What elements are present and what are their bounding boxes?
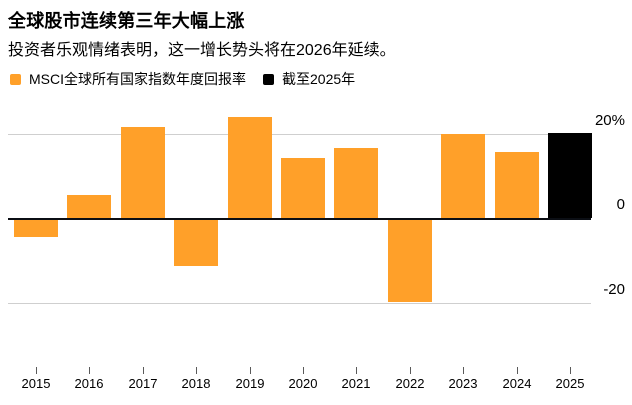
x-axis-tick — [89, 367, 90, 374]
bar-2019 — [228, 117, 272, 219]
x-axis-tick — [410, 367, 411, 374]
chart-legend: MSCI全球所有国家指数年度回报率 截至2025年 — [10, 69, 372, 89]
x-axis-tick — [463, 367, 464, 374]
bar-2016 — [67, 194, 111, 219]
bar-2025 — [548, 132, 592, 219]
x-axis-label-2018: 2018 — [181, 376, 211, 391]
legend-label: 截至2025年 — [282, 71, 356, 87]
x-axis-label-2017: 2017 — [128, 376, 158, 391]
bar-2022 — [388, 218, 432, 303]
x-axis-label-2015: 2015 — [21, 376, 51, 391]
gridline — [8, 303, 591, 304]
legend-item: MSCI全球所有国家指数年度回报率 — [10, 69, 246, 89]
chart-subtitle: 投资者乐观情绪表明，这一增长势头将在2026年延续。 — [8, 42, 396, 59]
bar-2018 — [174, 218, 218, 266]
legend-swatch-series — [10, 73, 21, 85]
y-axis-label: -20 — [603, 281, 625, 298]
x-axis-label-2019: 2019 — [235, 376, 265, 391]
x-axis-label-2024: 2024 — [502, 376, 532, 391]
chart-title: 全球股市连续第三年大幅上涨 — [8, 11, 245, 31]
bar-2024 — [495, 152, 539, 219]
x-axis-tick — [36, 367, 37, 374]
legend-item: 截至2025年 — [263, 69, 355, 89]
x-axis-tick — [356, 367, 357, 374]
zero-axis-line — [8, 217, 591, 220]
x-axis-label-2022: 2022 — [395, 376, 425, 391]
legend-label: MSCI全球所有国家指数年度回报率 — [29, 71, 246, 87]
y-axis-label: 20% — [594, 112, 625, 129]
legend-swatch-highlight — [263, 73, 274, 85]
x-axis-label-2020: 2020 — [288, 376, 318, 391]
bar-2023 — [441, 133, 485, 219]
x-axis-tick — [303, 367, 304, 374]
x-axis-label-2025: 2025 — [555, 376, 585, 391]
bar-2021 — [334, 147, 378, 219]
x-axis-tick — [570, 367, 571, 374]
bar-2015 — [14, 218, 58, 237]
x-axis-tick — [517, 367, 518, 374]
gridline — [8, 134, 591, 135]
y-axis-label: 0 — [616, 196, 625, 213]
bar-2020 — [281, 158, 325, 219]
x-axis-tick — [250, 367, 251, 374]
bar-2017 — [121, 127, 165, 219]
x-axis-tick — [143, 367, 144, 374]
x-axis-tick — [196, 367, 197, 374]
x-axis-label-2021: 2021 — [341, 376, 371, 391]
x-axis-label-2016: 2016 — [74, 376, 104, 391]
x-axis-label-2023: 2023 — [448, 376, 478, 391]
